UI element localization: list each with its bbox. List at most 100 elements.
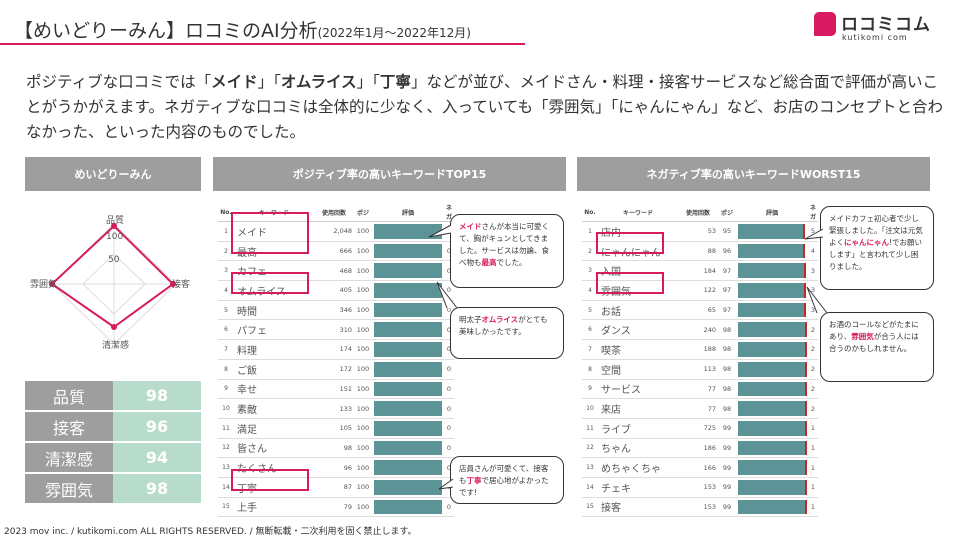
row-number: 7 [582,339,598,360]
row-count: 188 [678,339,718,360]
row-number: 13 [582,457,598,478]
score-value: 98 [113,381,201,410]
negative-bar [804,401,807,416]
negative-bar [803,302,806,318]
row-keyword: ご飯 [234,359,314,380]
row-eval-bar [736,457,808,478]
bubble-text: !でお願いします」と言われて少し困りました。 [829,238,923,271]
bubble-pointer [428,224,452,238]
radar-point [170,281,176,287]
positive-bar [374,322,442,338]
radar-point [111,223,117,229]
score-row: 清潔感 94 [25,443,201,472]
positive-bar [738,401,805,416]
row-positive-rate: 95 [718,221,736,242]
col-no: No. [582,203,598,222]
row-keyword: サービス [598,379,678,400]
table-row: 2 最高 666 100 0 [218,241,454,262]
row-number: 5 [582,300,598,321]
positive-bar [374,283,442,298]
row-eval-bar [372,457,444,478]
table-row: 15 接客 153 99 1 [582,497,818,518]
row-negative-rate: 3 [808,300,818,321]
radar-axis-label: 雰囲気 [30,280,58,290]
row-count: 87 [314,477,354,498]
row-negative-rate: 1 [808,497,818,518]
row-number: 9 [582,379,598,400]
row-number: 14 [582,477,598,498]
bubble-text: 店員さんが可愛くて、接客も [459,464,549,485]
row-negative-rate: 0 [444,300,454,321]
row-positive-rate: 100 [354,477,372,498]
table-row: 5 お話 65 97 3 [582,300,818,321]
table-row: 11 ライブ 725 99 1 [582,418,818,439]
row-keyword: 上手 [234,497,314,518]
bubble-keyword: にゃんにゃん [844,238,889,247]
row-count: 172 [314,359,354,380]
col-pos: ポジ [354,203,372,222]
summary-paragraph: ポジティブな口コミでは「メイド」「オムライス」「丁寧」などが並び、メイドさん・料… [26,70,946,145]
bubble-pointer [436,281,458,309]
negative-bar [803,283,806,298]
row-count: 122 [678,280,718,301]
row-number: 4 [582,280,598,301]
row-count: 184 [678,260,718,282]
row-negative-rate: 0 [444,339,454,360]
negative-bar [804,322,807,338]
radar-point [111,324,117,330]
row-keyword: 時間 [234,300,314,321]
row-keyword: 喫茶 [598,339,678,360]
positive-bar [374,479,442,495]
table-row: 2 にゃんにゃん 88 96 4 [582,241,818,262]
intro-keyword: 丁寧 [379,73,411,91]
row-count: 405 [314,280,354,301]
row-negative-rate: 2 [808,379,818,400]
row-eval-bar [372,221,444,242]
table-header-row: No. キーワード 使用回数 ポジ 評価 ネガ [218,203,454,222]
negative-bar [804,381,807,397]
bubble-pointer [804,228,824,240]
row-eval-bar [372,300,444,321]
row-eval-bar [736,280,808,301]
keyword-highlight [231,469,309,491]
row-count: 310 [314,319,354,341]
negative-bar [803,263,806,279]
row-positive-rate: 100 [354,438,372,459]
keyword-highlight [596,232,664,254]
bubble-text: でした。 [496,258,527,267]
row-eval-bar [736,398,808,419]
positive-bar [374,263,442,279]
score-label: 接客 [25,412,113,441]
row-count: 725 [678,418,718,439]
row-positive-rate: 98 [718,319,736,341]
positive-bar [738,302,804,318]
positive-keyword-table: No. キーワード 使用回数 ポジ 評価 ネガ 1メイド2,04810002最高… [218,203,454,518]
row-positive-rate: 97 [718,260,736,282]
row-number: 2 [582,241,598,262]
row-positive-rate: 99 [718,477,736,498]
row-number: 5 [218,300,234,321]
negative-bar [805,479,808,495]
row-number: 1 [218,221,234,242]
row-positive-rate: 98 [718,398,736,419]
intro-text: 」「 [257,73,281,91]
row-positive-rate: 96 [718,241,736,262]
bubble-text: で居心地がよかったです! [459,476,549,497]
row-count: 151 [314,379,354,400]
row-positive-rate: 99 [718,438,736,459]
table-row: 14 チェキ 153 99 1 [582,477,818,498]
row-eval-bar [736,221,808,242]
row-positive-rate: 98 [718,379,736,400]
table-row: 12 皆さん 98 100 0 [218,438,454,459]
score-table: 品質 98 接客 96 清潔感 94 雰囲気 98 [25,381,201,505]
intro-text: 」などが並び、メイドさん・料理・接客サービスなど総合面で評価が高いことがうかがえ… [26,73,943,141]
row-eval-bar [372,438,444,459]
logo-subtext: kutikomi com [842,33,908,42]
row-eval-bar [736,339,808,360]
row-count: 77 [678,398,718,419]
row-number: 3 [582,260,598,282]
row-count: 174 [314,339,354,360]
store-panel-header: めいどりーみん [25,157,201,191]
table-row: 5 時間 346 100 0 [218,300,454,321]
row-eval-bar [736,497,808,518]
